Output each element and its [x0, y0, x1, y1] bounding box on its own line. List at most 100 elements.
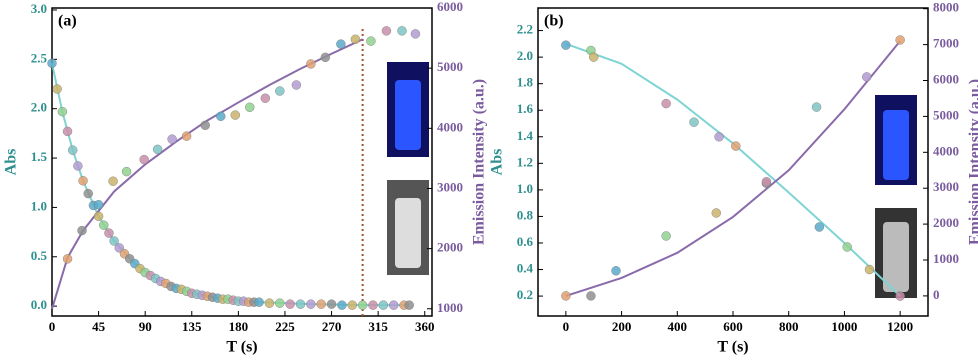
data-point: [121, 166, 132, 177]
x-tick-label: 1200: [887, 319, 913, 334]
x-tick-label: 800: [779, 319, 799, 334]
data-point: [275, 298, 285, 308]
x-tick-label: 400: [668, 319, 688, 334]
data-point: [320, 52, 331, 63]
y2-tick-label: 5000: [933, 107, 959, 122]
data-point: [108, 176, 118, 186]
vial-glow: [395, 80, 421, 150]
data-point: [230, 110, 240, 120]
y2-tick-label: 3000: [437, 179, 463, 194]
y2-tick-label: 0: [933, 287, 940, 302]
y2-axis-label: Emission Intensity (a.u.): [967, 79, 978, 245]
y2-tick-label: 8000: [933, 0, 959, 15]
x-tick-label: 1000: [831, 319, 857, 334]
data-point: [611, 266, 621, 276]
data-point: [83, 188, 93, 199]
data-point: [689, 117, 699, 127]
data-point: [561, 40, 571, 50]
y2-tick-label: 6000: [933, 71, 959, 86]
vial-images: [387, 62, 917, 298]
data-point: [93, 211, 104, 221]
y2-tick-label: 2000: [437, 240, 463, 255]
data-point: [260, 93, 270, 103]
data-point: [78, 176, 88, 186]
data-point: [99, 220, 109, 230]
y-tick-label: 0.5: [31, 248, 48, 263]
y-tick-label: 1.6: [517, 101, 534, 116]
data-point: [57, 106, 68, 117]
x-tick-label: 180: [229, 319, 249, 334]
data-point: [589, 52, 599, 62]
data-point: [661, 231, 671, 241]
data-point: [378, 300, 389, 310]
y2-tick-label: 5000: [437, 59, 463, 74]
data-point: [661, 98, 671, 109]
data-point: [357, 300, 368, 310]
y-tick-label: 1.4: [517, 128, 534, 143]
y-tick-label: 0.0: [31, 297, 47, 312]
vial-glow: [883, 110, 909, 180]
fit-line: [565, 40, 901, 297]
data-point: [895, 291, 905, 301]
data-point: [152, 144, 163, 155]
data-point: [397, 26, 407, 36]
data-point: [62, 126, 73, 137]
data-point: [388, 300, 399, 310]
data-point: [167, 134, 177, 144]
data-point: [285, 299, 295, 309]
x-tick-label: 90: [139, 319, 152, 334]
data-point: [864, 264, 875, 275]
data-point: [410, 29, 421, 39]
data-point: [895, 35, 905, 45]
data-point: [295, 299, 306, 309]
y-tick-label: 0.6: [517, 234, 534, 249]
vial-clear: [395, 198, 421, 268]
y2-tick-label: 1000: [933, 251, 959, 266]
fit-line: [565, 42, 901, 297]
y2-tick-label: 7000: [933, 36, 959, 51]
y-tick-label: 1.0: [517, 181, 533, 196]
data-point: [350, 34, 361, 44]
x-tick-label: 0: [49, 319, 56, 334]
panel-label: (a): [58, 13, 77, 30]
data-point: [404, 300, 414, 310]
data-point: [306, 299, 316, 309]
y-tick-label: 0.4: [517, 261, 534, 276]
data-point: [714, 132, 724, 142]
data-point: [381, 26, 392, 36]
y-axis-label: Abs: [3, 149, 20, 176]
y-tick-label: 2.0: [517, 48, 533, 63]
y-tick-label: 1.5: [31, 149, 48, 164]
x-tick-label: 135: [182, 319, 202, 334]
data-point: [337, 300, 347, 310]
plot-frame: [51, 7, 433, 317]
y-tick-label: 1.2: [517, 154, 533, 169]
y-tick-label: 2.0: [31, 100, 47, 115]
data-point: [586, 291, 596, 301]
data-point: [731, 141, 741, 151]
fit-line: [51, 38, 364, 310]
x-tick-label: 45: [92, 319, 106, 334]
data-point: [264, 298, 275, 308]
x-tick-label: 315: [368, 319, 388, 334]
data-point: [216, 111, 226, 121]
y-tick-label: 1.0: [31, 198, 47, 213]
x-tick-label: 360: [415, 319, 435, 334]
data-point: [336, 39, 346, 49]
data-point: [316, 299, 326, 309]
y2-tick-label: 4000: [933, 143, 959, 158]
data-point: [711, 208, 721, 218]
x-axis-label: T (s): [226, 339, 257, 356]
data-point: [306, 59, 316, 69]
data-point: [62, 254, 73, 264]
y-tick-label: 3.0: [31, 1, 47, 16]
data-point: [139, 154, 149, 165]
y-tick-label: 2.5: [31, 50, 48, 65]
data-point: [93, 200, 104, 210]
data-point: [77, 225, 87, 236]
data-point: [200, 120, 210, 131]
y-tick-label: 2.2: [517, 22, 533, 37]
data-point: [181, 131, 192, 141]
y2-tick-label: 4000: [437, 119, 463, 134]
